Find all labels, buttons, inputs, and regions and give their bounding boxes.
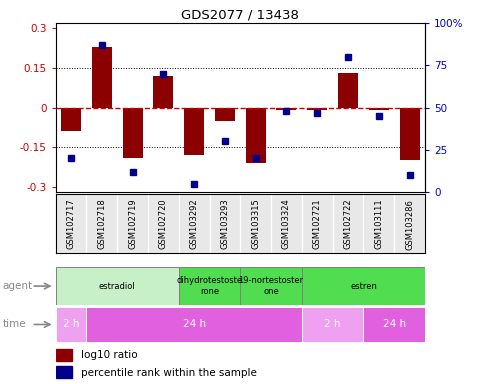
Bar [302, 267, 425, 305]
Bar [215, 108, 235, 121]
Bar [92, 47, 112, 108]
Bar [86, 307, 302, 342]
Bar [369, 108, 389, 110]
Bar [246, 108, 266, 163]
Bar [56, 366, 72, 379]
Text: GSM103324: GSM103324 [282, 199, 291, 250]
Bar [241, 267, 302, 305]
Text: GSM102722: GSM102722 [343, 199, 353, 249]
Bar [56, 307, 86, 342]
Text: 24 h: 24 h [183, 319, 206, 329]
Text: estradiol: estradiol [99, 281, 136, 291]
Bar [123, 108, 142, 158]
Text: GSM103111: GSM103111 [374, 199, 384, 249]
Bar [399, 108, 420, 161]
Bar [56, 267, 179, 305]
Text: GSM103315: GSM103315 [251, 199, 260, 250]
Text: log10 ratio: log10 ratio [82, 350, 138, 360]
Bar [364, 307, 425, 342]
Text: percentile rank within the sample: percentile rank within the sample [82, 367, 257, 377]
Text: 24 h: 24 h [383, 319, 406, 329]
Bar [276, 108, 297, 110]
Text: GSM102717: GSM102717 [67, 199, 75, 250]
Text: GSM102720: GSM102720 [159, 199, 168, 249]
Text: 19-nortestoster
one: 19-nortestoster one [239, 276, 304, 296]
Bar [302, 307, 364, 342]
Text: 2 h: 2 h [325, 319, 341, 329]
Text: 2 h: 2 h [63, 319, 79, 329]
Text: time: time [2, 319, 26, 329]
Text: GSM103293: GSM103293 [220, 199, 229, 250]
Text: GSM103286: GSM103286 [405, 199, 414, 250]
Bar [184, 108, 204, 155]
Bar [61, 108, 81, 131]
Bar [179, 267, 240, 305]
Bar [338, 73, 358, 108]
Bar [153, 76, 173, 108]
Title: GDS2077 / 13438: GDS2077 / 13438 [181, 9, 299, 22]
Text: GSM102719: GSM102719 [128, 199, 137, 249]
Text: agent: agent [2, 281, 32, 291]
Bar [307, 108, 327, 110]
Text: GSM103292: GSM103292 [190, 199, 199, 249]
Text: GSM102721: GSM102721 [313, 199, 322, 249]
Text: GSM102718: GSM102718 [97, 199, 106, 250]
Text: estren: estren [350, 281, 377, 291]
Text: dihydrotestoste
rone: dihydrotestoste rone [176, 276, 242, 296]
Bar [56, 349, 72, 361]
